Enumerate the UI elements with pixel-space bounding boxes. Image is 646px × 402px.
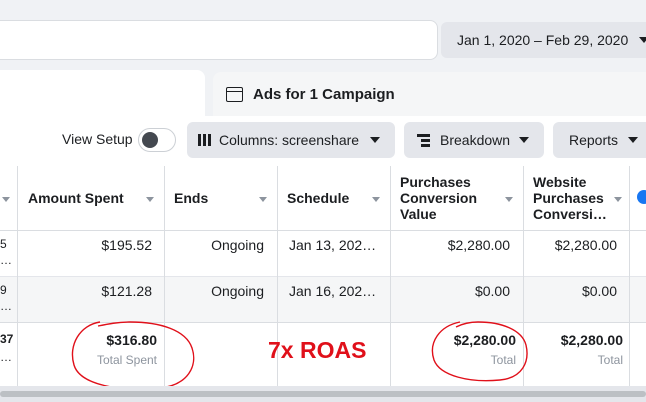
column-divider[interactable]: [277, 166, 278, 386]
horizontal-scrollbar[interactable]: [0, 386, 646, 402]
sort-icon: [505, 197, 513, 202]
total-label: Total: [490, 353, 516, 367]
column-divider[interactable]: [390, 166, 391, 386]
sort-icon: [259, 197, 267, 202]
info-icon[interactable]: [637, 190, 646, 204]
view-setup-toggle[interactable]: [138, 128, 176, 152]
sort-icon: [614, 197, 622, 202]
table-row[interactable]: 5 … $195.52 Ongoing Jan 13, 202… $2,280.…: [0, 231, 646, 277]
header-purchases-value[interactable]: Purchases Conversion Value: [400, 174, 477, 222]
search-bar[interactable]: [0, 20, 438, 60]
purchases-value-cell: $2,280.00: [447, 237, 510, 253]
total-amount-spent: $316.80: [106, 332, 157, 348]
ends-cell: Ongoing: [211, 237, 264, 253]
truncated-cell-ellipsis: …: [0, 253, 12, 267]
chevron-down-icon: [519, 137, 529, 143]
chevron-down-icon: [628, 137, 638, 143]
header-line: Conversion: [400, 190, 478, 206]
ads-panel-title: Ads for 1 Campaign: [253, 85, 395, 103]
total-website-purchases: $2,280.00: [560, 332, 623, 348]
total-label: Total: [597, 353, 623, 367]
table-header: Amount Spent Ends Schedule Purchases Con…: [0, 166, 646, 231]
toggle-knob: [142, 132, 158, 148]
totals-row: 37 … $316.80 Total Spent $2,280.00 Total…: [0, 323, 646, 386]
view-setup-label: View Setup: [62, 131, 133, 147]
circle-total-spent: [71, 321, 195, 390]
ads-panel-tab[interactable]: Ads for 1 Campaign: [213, 72, 646, 116]
columns-label: Columns: screenshare: [219, 132, 360, 148]
header-line: Conversi…: [533, 206, 607, 222]
columns-button[interactable]: Columns: screenshare: [187, 122, 395, 158]
truncated-cell-ellipsis: …: [0, 299, 12, 313]
schedule-cell: Jan 16, 202…: [289, 283, 377, 299]
header-line: Value: [400, 206, 437, 222]
scrollbar-thumb[interactable]: [0, 391, 646, 397]
ends-cell: Ongoing: [211, 283, 264, 299]
chevron-down-icon: [370, 137, 380, 143]
column-divider[interactable]: [629, 166, 630, 386]
table-row[interactable]: 9 … $121.28 Ongoing Jan 16, 202… $0.00 $…: [0, 277, 646, 323]
header-website-purchases[interactable]: Website Purchases Conversi…: [533, 174, 607, 222]
window-icon: [226, 86, 243, 102]
sort-icon: [2, 197, 10, 202]
circle-total-value: [431, 321, 528, 382]
amount-spent-cell: $121.28: [101, 283, 152, 299]
header-line: Website: [533, 174, 587, 190]
total-purchases-value: $2,280.00: [453, 332, 516, 348]
header-schedule[interactable]: Schedule: [287, 190, 350, 206]
header-line: Purchases: [400, 174, 471, 190]
truncated-cell: 9: [0, 283, 7, 297]
truncated-cell: 5: [0, 237, 7, 251]
reports-button[interactable]: Reports: [553, 122, 646, 158]
truncated-cell: 37: [0, 332, 14, 346]
column-divider[interactable]: [164, 166, 165, 386]
reports-label: Reports: [569, 132, 619, 148]
chevron-down-icon: [639, 37, 646, 43]
date-range-button[interactable]: Jan 1, 2020 – Feb 29, 2020: [441, 22, 646, 58]
header-amount-spent[interactable]: Amount Spent: [28, 190, 124, 206]
total-spent-label: Total Spent: [96, 353, 157, 367]
schedule-cell: Jan 13, 202…: [289, 237, 377, 253]
breakdown-icon: [417, 133, 430, 147]
date-range-label: Jan 1, 2020 – Feb 29, 2020: [457, 32, 629, 48]
website-purchases-cell: $0.00: [581, 283, 617, 299]
roas-annotation: 7x ROAS: [268, 337, 367, 363]
truncated-cell-ellipsis: …: [0, 350, 12, 364]
amount-spent-cell: $195.52: [101, 237, 152, 253]
website-purchases-cell: $2,280.00: [554, 237, 617, 253]
sort-icon: [372, 197, 380, 202]
header-line: Purchases: [533, 190, 604, 206]
purchases-value-cell: $0.00: [474, 283, 510, 299]
header-ends[interactable]: Ends: [174, 190, 209, 206]
column-divider[interactable]: [17, 166, 18, 386]
breakdown-button[interactable]: Breakdown: [404, 122, 544, 158]
columns-icon: [198, 134, 211, 146]
sort-icon: [146, 197, 154, 202]
breakdown-label: Breakdown: [440, 132, 511, 148]
column-divider[interactable]: [523, 166, 524, 386]
